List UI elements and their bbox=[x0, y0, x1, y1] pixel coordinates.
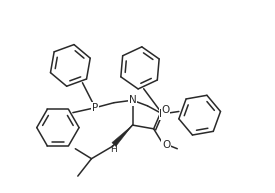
Text: O: O bbox=[161, 105, 170, 115]
Text: P: P bbox=[92, 103, 98, 113]
Text: H: H bbox=[111, 146, 117, 154]
Text: N: N bbox=[129, 95, 136, 105]
Text: P: P bbox=[159, 109, 166, 119]
Text: O: O bbox=[162, 140, 170, 150]
Polygon shape bbox=[112, 125, 133, 146]
